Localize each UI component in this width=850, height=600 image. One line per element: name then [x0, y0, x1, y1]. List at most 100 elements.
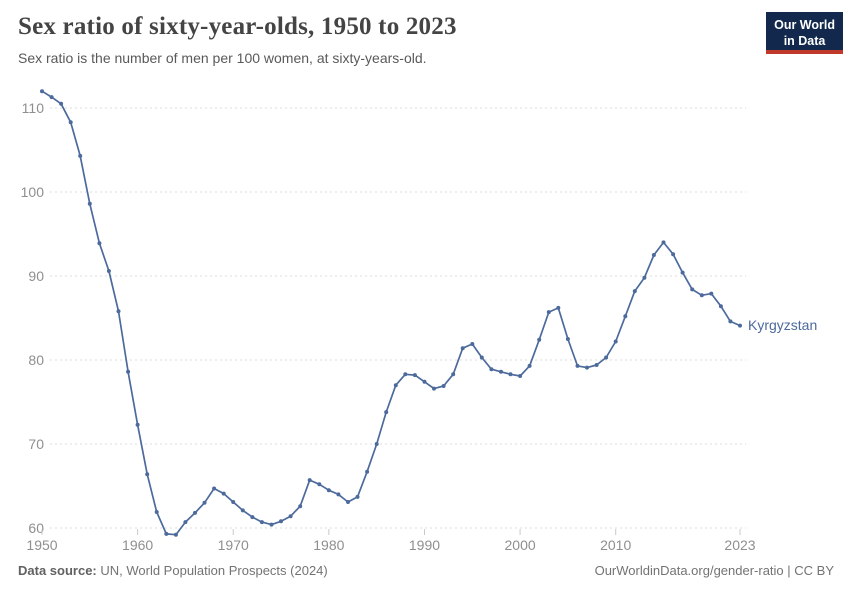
data-point[interactable] — [288, 514, 293, 519]
data-point[interactable] — [298, 504, 303, 509]
data-point[interactable] — [499, 369, 503, 374]
chart-footer: Data source: UN, World Population Prospe… — [18, 563, 834, 578]
data-point[interactable] — [126, 369, 131, 374]
data-point[interactable] — [317, 482, 322, 487]
data-point[interactable] — [393, 383, 398, 388]
owid-logo[interactable]: Our World in Data — [766, 12, 843, 54]
y-axis: 60 70 80 90 100 110 — [21, 100, 746, 536]
data-point[interactable] — [537, 337, 542, 342]
data-point[interactable] — [470, 342, 475, 346]
data-point[interactable] — [508, 372, 513, 377]
data-point[interactable] — [68, 120, 73, 125]
data-point[interactable] — [279, 519, 283, 524]
data-point[interactable] — [240, 508, 245, 513]
data-point[interactable] — [250, 515, 255, 520]
data-point[interactable] — [479, 355, 484, 360]
data-point[interactable] — [212, 486, 217, 491]
data-point[interactable] — [661, 240, 666, 245]
data-point[interactable] — [78, 153, 83, 158]
data-point[interactable] — [193, 510, 197, 515]
footer-link[interactable]: OurWorldinData.org/gender-ratio | CC BY — [594, 563, 834, 578]
y-tick-label: 80 — [28, 352, 44, 368]
page-title: Sex ratio of sixty-year-olds, 1950 to 20… — [18, 13, 457, 40]
data-point[interactable] — [403, 372, 408, 377]
data-point[interactable] — [87, 201, 92, 206]
data-point[interactable] — [651, 253, 656, 257]
data-point[interactable] — [575, 363, 580, 368]
data-point[interactable] — [135, 422, 140, 427]
series-end-label[interactable]: Kyrgyzstan — [748, 317, 817, 333]
series-line[interactable] — [41, 90, 741, 536]
data-point[interactable] — [728, 319, 733, 324]
data-point[interactable] — [412, 373, 417, 378]
data-point[interactable] — [365, 469, 370, 474]
data-point[interactable] — [690, 287, 695, 292]
data-point[interactable] — [259, 520, 264, 525]
data-source-label: Data source: — [18, 563, 97, 578]
data-point[interactable] — [154, 510, 159, 514]
data-point[interactable] — [116, 309, 121, 314]
data-point[interactable] — [106, 269, 111, 273]
data-point[interactable] — [49, 95, 54, 100]
x-tick-label: 1960 — [122, 537, 153, 553]
data-point[interactable] — [173, 532, 178, 537]
data-point[interactable] — [623, 314, 628, 319]
x-tick-label: 2000 — [505, 537, 536, 553]
data-point[interactable] — [718, 304, 723, 309]
owid-logo-line2: in Data — [783, 34, 826, 49]
data-point[interactable] — [642, 275, 647, 280]
y-tick-label: 90 — [28, 268, 44, 284]
data-point[interactable] — [202, 500, 207, 505]
data-point[interactable] — [183, 520, 188, 525]
data-point[interactable] — [164, 531, 169, 536]
data-point[interactable] — [336, 492, 341, 497]
data-point[interactable] — [384, 410, 389, 415]
y-tick-label: 70 — [28, 436, 44, 452]
data-point[interactable] — [671, 252, 676, 257]
data-point[interactable] — [346, 500, 350, 504]
data-point[interactable] — [613, 339, 618, 344]
data-point[interactable] — [489, 367, 494, 372]
data-point[interactable] — [422, 379, 427, 384]
data-point[interactable] — [518, 374, 523, 378]
data-point[interactable] — [546, 310, 551, 315]
data-point[interactable] — [594, 363, 599, 367]
data-source-text: UN, World Population Prospects (2024) — [96, 563, 328, 578]
y-tick-label: 100 — [21, 184, 45, 200]
data-point[interactable] — [59, 101, 64, 106]
data-point[interactable] — [451, 372, 456, 377]
x-tick-label: 1970 — [218, 537, 249, 553]
data-point[interactable] — [709, 291, 714, 296]
data-point[interactable] — [355, 494, 360, 499]
data-point[interactable] — [221, 491, 226, 496]
data-point[interactable] — [374, 442, 379, 446]
y-tick-label: 60 — [28, 520, 44, 536]
data-point[interactable] — [97, 241, 102, 246]
data-point[interactable] — [632, 289, 637, 294]
data-source: Data source: UN, World Population Prospe… — [18, 563, 328, 578]
data-point[interactable] — [585, 365, 589, 370]
data-point[interactable] — [231, 500, 236, 504]
data-point[interactable] — [556, 305, 561, 310]
data-point[interactable] — [441, 384, 446, 388]
data-point[interactable] — [738, 323, 742, 328]
data-point[interactable] — [680, 270, 685, 275]
data-point[interactable] — [40, 89, 44, 94]
x-tick-label: 1990 — [409, 537, 440, 553]
line-chart: 60 70 80 90 100 110 1950 1960 1970 1980 1990 2000 20… — [21, 89, 817, 553]
owid-logo-line1: Our World — [774, 18, 835, 32]
data-point[interactable] — [145, 472, 150, 477]
x-axis: 1950 1960 1970 1980 1990 2000 2010 2023 — [26, 529, 756, 553]
data-point[interactable] — [565, 337, 570, 341]
data-point[interactable] — [326, 488, 331, 493]
page-subtitle: Sex ratio is the number of men per 100 w… — [18, 49, 427, 66]
data-point[interactable] — [269, 522, 274, 527]
x-tick-label: 2023 — [724, 537, 755, 553]
data-point[interactable] — [699, 293, 704, 298]
data-point[interactable] — [307, 478, 312, 483]
data-point[interactable] — [460, 346, 465, 351]
data-point[interactable] — [604, 355, 609, 360]
data-point[interactable] — [432, 386, 436, 391]
owid-logo-accent-bar — [766, 49, 843, 54]
data-point[interactable] — [527, 363, 532, 368]
